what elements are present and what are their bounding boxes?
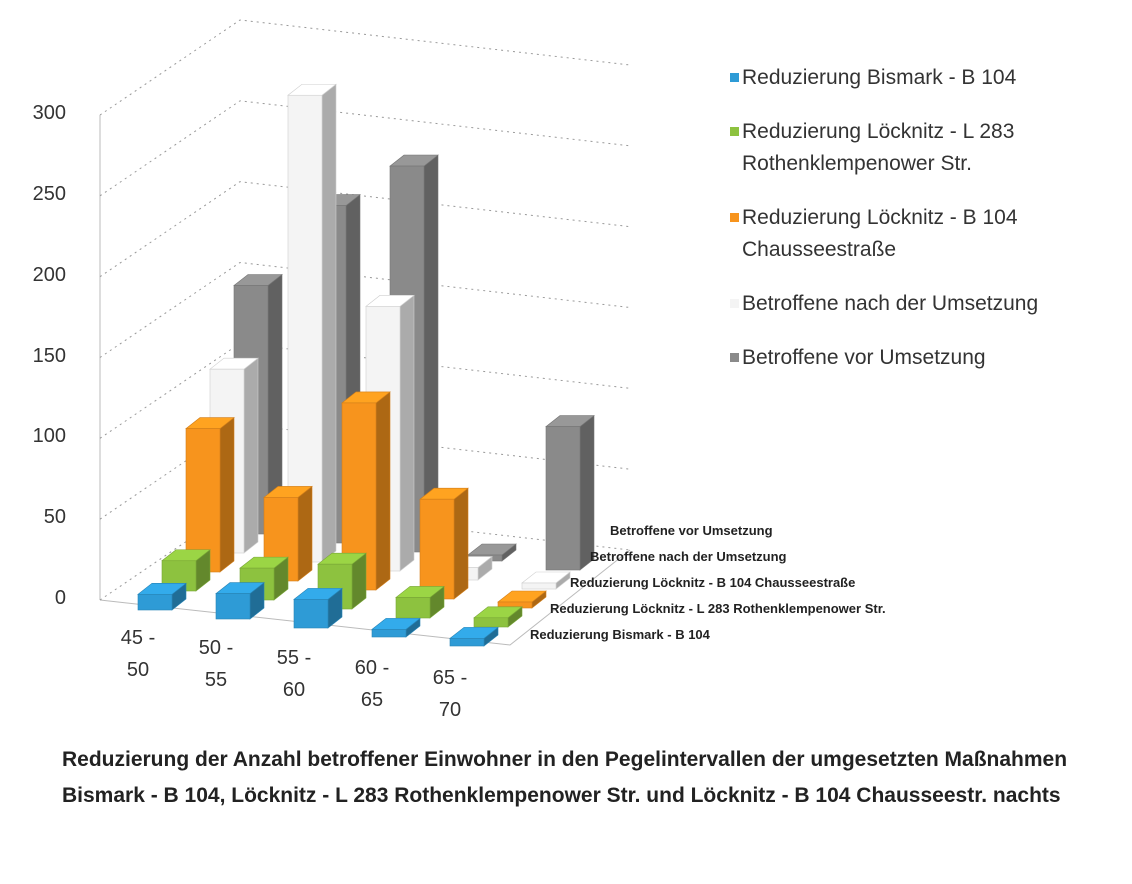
bar [545,414,595,571]
depth-label: Reduzierung Löcknitz - B 104 Chausseestr… [570,575,856,590]
y-tick-label: 0 [54,587,66,609]
x-tick-label: 55 - 60 [276,647,312,701]
bar [293,587,343,629]
bar-front [395,597,431,619]
legend-item: Betroffene nach der Umsetzung [730,288,1090,320]
legend-label: Betroffene vor Umsetzung [742,346,986,369]
bar [185,416,235,573]
x-tick-label: 65 - 70 [432,667,468,721]
legend-label: Betroffene nach der Umsetzung [742,292,1039,315]
legend-swatch [730,127,739,136]
grid-line [99,181,631,278]
bar-front [215,593,251,620]
legend-label: Reduzierung Bismark - B 104 [742,66,1017,89]
legend-swatch [730,73,739,82]
bar-front [521,582,557,590]
bar [215,581,265,620]
legend-label: Reduzierung Löcknitz - L 283 Rothenklemp… [742,120,1015,175]
depth-label: Reduzierung Löcknitz - L 283 Rothenklemp… [550,601,886,616]
x-tick-label: 45 - 50 [120,627,156,681]
legend-item: Reduzierung Bismark - B 104 [730,62,1090,94]
bar-front [371,629,407,638]
bar [137,582,187,611]
legend-item: Betroffene vor Umsetzung [730,342,1090,374]
bar [473,606,523,628]
bar [497,590,547,609]
bar-side [375,391,391,591]
grid-line [99,261,631,358]
y-tick-label: 50 [43,506,66,529]
bar-side [453,487,469,600]
legend-swatch [730,213,739,222]
legend-swatch [730,353,739,362]
depth-label: Reduzierung Bismark - B 104 [530,627,710,642]
x-tick-label: 60 - 65 [354,657,390,711]
bar-front [449,638,485,647]
y-tick-label: 250 [32,182,66,205]
bar [371,617,421,638]
bar-side [219,416,235,573]
y-tick-label: 200 [32,263,66,286]
bar-front [137,593,173,611]
bar-side [297,485,313,582]
depth-label: Betroffene nach der Umsetzung [590,549,787,564]
bar-front [473,617,509,628]
grid-line [99,100,631,197]
bar-front [545,426,581,571]
y-tick-label: 150 [32,344,66,367]
chart-title: Reduzierung der Anzahl betroffener Einwo… [62,748,1068,807]
bar [521,571,571,590]
legend: Reduzierung Bismark - B 104 Reduzierung L… [730,62,1090,396]
bar-side [579,414,595,571]
y-tick-label: 300 [32,102,66,124]
bar-front [419,498,455,600]
depth-label: Betroffene vor Umsetzung [610,523,773,538]
y-tick-label: 100 [32,425,66,448]
legend-swatch [730,299,739,308]
bar-side [399,294,415,572]
grid-line [99,19,631,116]
legend-item: Reduzierung Löcknitz - B 104 Chausseestr… [730,202,1090,266]
bar-side [243,357,259,554]
bar-front [287,94,323,563]
x-tick-label: 50 - 55 [198,637,234,691]
bar-front [293,599,329,629]
bar [395,585,445,619]
bar [449,626,499,647]
legend-label: Reduzierung Löcknitz - B 104 Chausseestr… [742,206,1018,261]
bar [419,487,469,600]
bar-front [185,428,221,573]
legend-item: Reduzierung Löcknitz - L 283 Rothenklemp… [730,116,1090,180]
bar-side [321,83,337,563]
bar [287,83,337,563]
